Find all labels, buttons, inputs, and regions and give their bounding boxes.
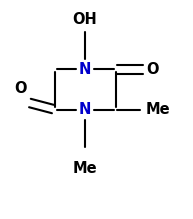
- Text: O: O: [146, 62, 158, 77]
- Text: O: O: [14, 81, 27, 96]
- Text: OH: OH: [73, 12, 97, 27]
- Text: N: N: [79, 102, 91, 117]
- Text: Me: Me: [73, 161, 97, 176]
- Text: N: N: [79, 62, 91, 77]
- Text: Me: Me: [146, 102, 171, 117]
